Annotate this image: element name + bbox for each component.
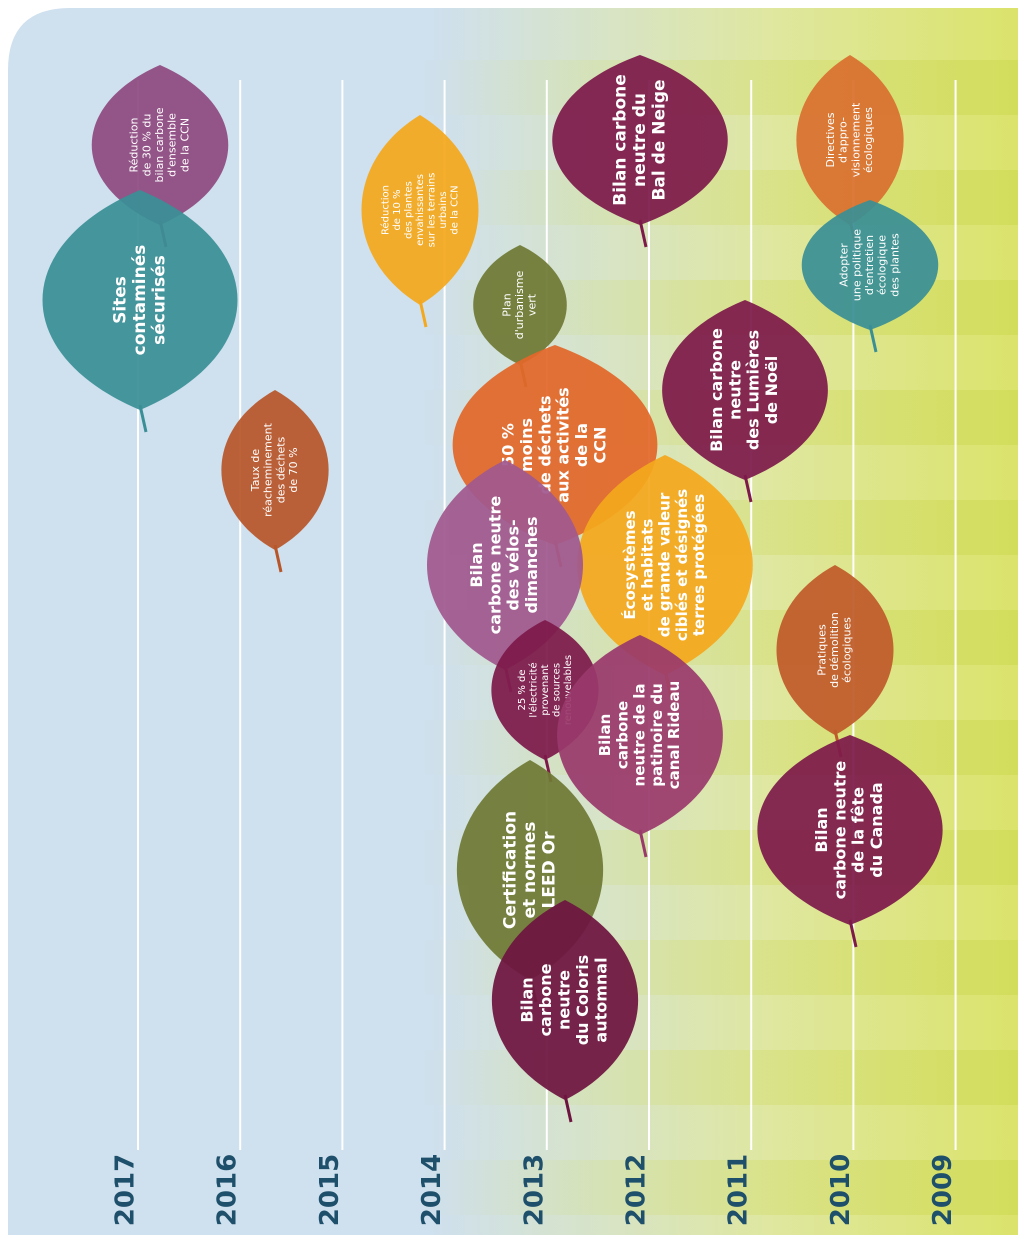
leaf-text: neutre du [630,93,650,187]
leaf-text: Bilan [518,977,537,1022]
leaf-text: automnal [591,957,610,1042]
leaf-text: Réduction [380,185,392,235]
leaf-text: Taux de [249,449,262,493]
leaf-text: carbone neutre [830,761,849,900]
leaf-text: du Coloris [573,955,592,1046]
stripe [420,60,1026,115]
leaf-text: de la CCN [178,118,191,172]
leaf-text: l'électricité [528,662,540,717]
leaf-text: neutre de la [631,684,649,787]
year-label: 2012 [622,1154,652,1226]
leaf-text: de 70 % [287,447,300,492]
year-label: 2016 [213,1154,243,1226]
leaf-text: Réduction [128,117,141,172]
leaf-text: Bilan carbone [707,328,726,452]
leaf-text: et normes [520,821,540,918]
year-label: 2015 [315,1154,345,1226]
leaf-text: Plan [500,293,513,316]
leaf-text: Adopter [838,243,851,287]
leaf-text: dimanches [522,516,541,613]
leaf-text: canal Rideau [665,681,683,790]
leaf-text: patinoire du [648,683,666,787]
leaf-text: des vélos- [504,519,523,610]
leaf-text: de la CCN [450,185,461,234]
leaf-text: du Canada [867,782,886,877]
year-label: 2010 [826,1154,856,1226]
leaf-text: Certification [500,811,520,929]
leaf-text: Écosystèmes [620,510,639,619]
leaf-text: d'urbanisme [513,271,526,340]
leaf-text: Sites [110,276,130,324]
year-label: 2011 [724,1154,754,1226]
leaf-text: de la [572,423,591,467]
year-label: 2009 [928,1154,958,1226]
leaf-text: de la fête [849,787,868,873]
infographic: Réductionde 30 % dubilan carboned'ensemb… [0,0,1026,1243]
leaf-text: bilan carbone [153,107,166,182]
leaf-text: carbone [613,701,631,769]
leaf-text: neutre [555,970,574,1030]
leaf-text: sur les terrains [427,173,438,248]
leaf-text: envahissantes [415,174,426,246]
leaf-text: carbone neutre [485,496,504,635]
leaf-text: contaminés [130,245,150,356]
leaf-text: Bilan [812,807,831,852]
stripe [420,170,1026,225]
leaf-text: de 10 % [392,189,403,230]
leaf-text: sécurisés [150,255,170,345]
leaf-text: de démolition [828,612,841,688]
leaf-text: Bilan [467,542,486,587]
leaf-text: urbains [438,191,449,228]
leaf-text: 50 % [499,423,518,467]
leaf-text: provenant [540,664,551,715]
leaf-text: Bal de Neige [650,79,670,200]
leaf-text: une politique [850,229,863,301]
leaf-text: de sources [552,663,563,717]
leaf-text: des plantes [888,233,901,297]
leaf-text: réacheminement [262,422,275,517]
year-label: 2014 [417,1154,447,1226]
leaf-text: terres protégées [690,494,708,636]
leaf-text: et habitats [638,519,656,612]
leaf-text: des déchets [274,436,287,503]
leaf-text: neutre [725,360,744,420]
leaf-text: des plantes [404,181,415,239]
year-label: 2013 [519,1154,549,1226]
leaf-text: carbone [536,963,555,1036]
leaf-text: des Lumières [744,330,763,450]
leaf-text: visionnement [849,102,862,177]
leaf-text: aux activités [554,387,573,502]
leaf-text: de déchets [535,395,554,494]
leaf-text: de 30 % du [140,114,153,177]
leaf-text: 25 % de [517,669,528,710]
leaf-text: Pratiques [815,624,828,676]
year-label: 2017 [111,1154,141,1226]
leaf-text: écologiques [862,107,875,173]
leaf-text: de grande valeur [656,492,674,637]
leaf-text: de Noël [762,356,781,425]
leaf-text: LEED Or [540,831,560,909]
leaf-text: d'appro- [837,117,850,163]
leaf-text: CCN [591,427,610,464]
leaf-text: ciblés et désignés [673,489,691,641]
leaf-text: vert [526,293,539,316]
stripe [420,1050,1026,1105]
leaf-text: écologiques [841,617,854,683]
leaf-text: d'entretien [863,235,876,295]
leaf-text: moins [517,418,536,472]
leaf-text: d'ensemble [166,113,179,177]
leaf-text: Directives [824,112,837,167]
leaf-text: Bilan carbone [610,74,630,206]
leaf-text: écologique [876,235,889,295]
leaf-text: Bilan [596,714,614,757]
